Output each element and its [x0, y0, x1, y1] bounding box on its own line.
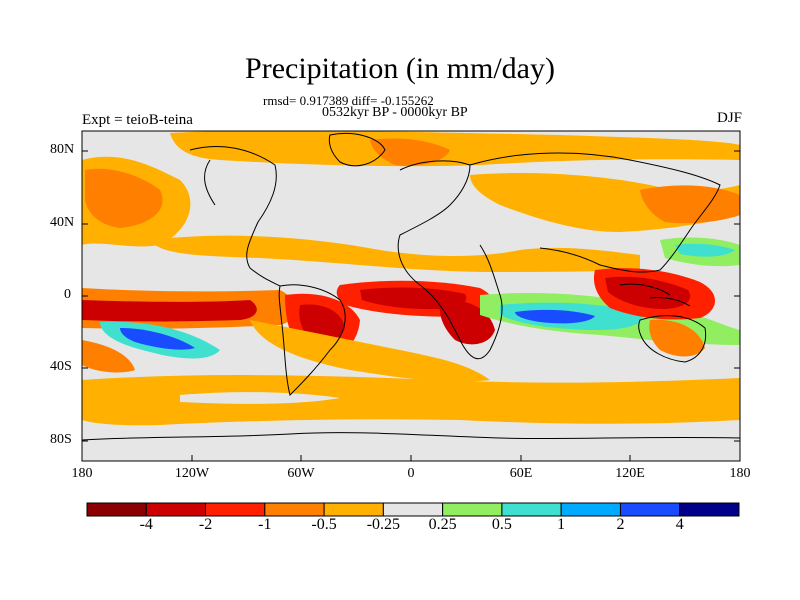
colorbar-swatch-7: [501, 502, 562, 517]
lat-label-40n: 40N: [50, 215, 75, 230]
colorbar-label-1: -2: [198, 516, 213, 533]
coast-indonesia: [619, 283, 691, 307]
coast-greenland: [328, 132, 386, 167]
coast-antarctica: [81, 432, 741, 441]
anomaly-north-atlantic: [370, 138, 450, 166]
coast-europe-africa: [397, 160, 503, 360]
anomaly-southern-ocean: [82, 375, 740, 426]
coast-south-america: [278, 284, 346, 396]
colorbar-swatch-4: [323, 502, 384, 517]
stats-line: rmsd= 0.917389 diff= -0.155262: [263, 93, 434, 108]
colorbar-label-6: 0.5: [491, 516, 512, 533]
axis-ticks: [81, 150, 741, 461]
anomaly-subtropical-north: [150, 235, 640, 272]
lon-label-120e: 120E: [615, 466, 645, 481]
colorbar-swatch-2: [205, 502, 266, 517]
anomaly-south-atlantic: [250, 320, 490, 382]
lat-label-0: 0: [64, 287, 71, 302]
lat-label-40s: 40S: [50, 359, 72, 374]
colorbar-swatch-10: [679, 502, 740, 517]
lon-label-180w: 180: [71, 466, 93, 481]
anomaly-south-pacific-orange: [82, 340, 135, 373]
chart-title: Precipitation (in mm/day): [245, 52, 555, 85]
period-line: 0532kyr BP - 0000kyr BP: [322, 105, 468, 120]
colorbar-label-0: -4: [139, 516, 153, 533]
colorbar-label-4: -0.25: [366, 516, 401, 533]
colorbar-swatch-1: [145, 502, 207, 517]
colorbar-label-5: 0.25: [428, 516, 457, 533]
colorbar-label-9: 4: [675, 516, 684, 533]
anomaly-southern-ocean-gray: [180, 392, 340, 404]
colorbar-swatch-6: [442, 502, 503, 517]
lat-label-80s: 80S: [50, 432, 72, 447]
lon-label-60w: 60W: [287, 466, 315, 481]
lon-label-120w: 120W: [174, 466, 210, 481]
anomaly-arctic: [170, 131, 740, 167]
anomaly-south-pacific-blue-core: [120, 328, 195, 350]
lon-label-180e: 180: [729, 466, 751, 481]
colorbar-swatch-8: [560, 502, 621, 517]
colorbar-swatch-5: [382, 502, 444, 517]
colorbar-label-3: -0.5: [311, 516, 337, 533]
season-label: DJF: [716, 110, 742, 126]
colorbar-label-8: 2: [616, 516, 625, 533]
lon-label-0: 0: [407, 466, 415, 481]
colorbar-label-7: 1: [557, 516, 566, 533]
anomaly-equatorial-pacific-core: [82, 300, 257, 322]
colorbar-swatch-0: [86, 502, 147, 517]
anomaly-indian-ocean-blue: [515, 309, 595, 324]
colorbar-label-2: -1: [258, 516, 272, 533]
lon-label-60e: 60E: [509, 466, 533, 481]
coast-north-america: [189, 145, 281, 287]
lat-label-80n: 80N: [50, 142, 75, 157]
coastlines: [81, 132, 741, 441]
coast-australia: [638, 315, 707, 363]
anomaly-west-pacific-cyan: [675, 243, 735, 257]
anomaly-north-pacific-core: [85, 168, 163, 228]
colorbar-swatch-9: [619, 502, 681, 517]
experiment-label: Expt = teioB-teina: [82, 112, 193, 128]
colorbar-swatch-3: [264, 502, 325, 517]
anomaly-australia: [649, 319, 705, 357]
coast-asia: [469, 152, 721, 273]
